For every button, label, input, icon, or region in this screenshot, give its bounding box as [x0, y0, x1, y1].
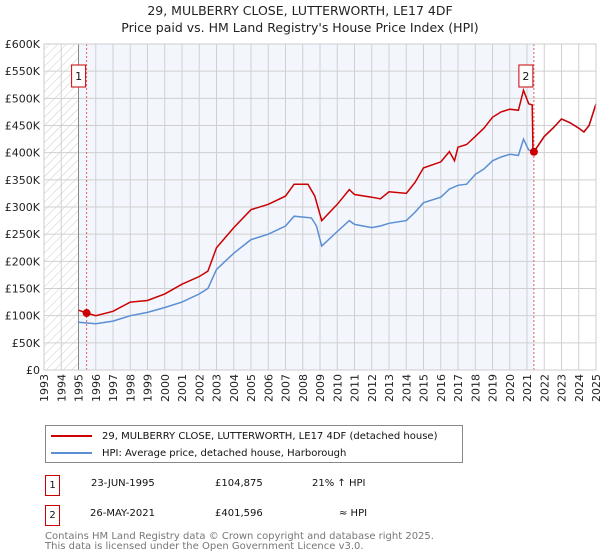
x-tick-label: 2023	[556, 374, 569, 402]
x-tick-label: 2007	[280, 374, 293, 402]
annotation-box	[518, 64, 534, 88]
x-tick-label: 2009	[314, 374, 327, 402]
x-tick-label: 2021	[521, 374, 534, 402]
x-tick-label: 2025	[590, 374, 600, 402]
x-tick-label: 2013	[383, 374, 396, 402]
transaction-price: £104,875	[215, 478, 263, 489]
plot-border	[43, 43, 597, 371]
transaction-row: 1 23-JUN-1995 £104,875 21% ↑ HPI	[45, 475, 465, 496]
x-tick-label: 2012	[366, 374, 379, 402]
x-tick-label: 2010	[331, 374, 344, 402]
x-tick-label: 2018	[469, 374, 482, 402]
x-tick-label: 1994	[55, 374, 68, 402]
x-tick-label: 2006	[262, 374, 275, 402]
chart-title: 29, MULBERRY CLOSE, LUTTERWORTH, LE17 4D…	[147, 3, 453, 18]
transaction-hpi: ≈ HPI	[339, 508, 368, 519]
annotation-label: 2	[522, 70, 529, 83]
chart-subtitle: Price paid vs. HM Land Registry's House …	[121, 20, 479, 35]
x-tick-label: 2002	[193, 374, 206, 402]
footer-line: Contains HM Land Registry data © Crown c…	[45, 531, 434, 542]
x-tick-label: 2020	[504, 374, 517, 402]
x-tick-label: 2011	[349, 374, 362, 402]
footer-line: This data is licensed under the Open Gov…	[45, 541, 364, 552]
transaction-point	[82, 309, 91, 318]
x-tick-label: 2005	[245, 374, 258, 402]
legend-item-property: 29, MULBERRY CLOSE, LUTTERWORTH, LE17 4D…	[51, 428, 437, 444]
transaction-hpi: 21% ↑ HPI	[312, 478, 366, 489]
y-tick-label: £0	[26, 364, 40, 377]
footer: Contains HM Land Registry data © Crown c…	[45, 532, 434, 552]
x-tick-label: 2001	[176, 374, 189, 402]
x-tick-label: 2022	[538, 374, 551, 402]
y-tick-label: £300K	[5, 201, 41, 214]
y-tick-label: £400K	[5, 147, 41, 160]
y-tick-label: £150K	[5, 283, 41, 296]
y-tick-label: £550K	[5, 65, 41, 78]
transaction-date: 23-JUN-1995	[91, 478, 155, 489]
x-tick-label: 2008	[297, 374, 310, 402]
transaction-badge: 2	[45, 505, 60, 526]
y-tick-label: £250K	[5, 228, 41, 241]
legend-swatch-red	[51, 435, 92, 437]
x-tick-label: 2004	[228, 374, 241, 402]
y-tick-label: £450K	[5, 120, 41, 133]
y-tick-label: £600K	[5, 38, 41, 51]
y-tick-label: £50K	[12, 337, 41, 350]
x-tick-label: 2015	[418, 374, 431, 402]
x-tick-label: 2024	[573, 374, 586, 402]
x-tick-label: 1999	[142, 374, 155, 402]
annotation-box	[71, 64, 87, 88]
transaction-badge: 1	[45, 475, 60, 496]
line-chart: 1993 1994 1995 1996 1997 1998 1999 2000 2001 2002…	[5, 38, 600, 402]
y-tick-label: £100K	[5, 310, 41, 323]
transaction-price: £401,596	[215, 508, 263, 519]
x-tick-label: 2016	[435, 374, 448, 402]
x-tick-label: 1996	[90, 374, 103, 402]
x-tick-label: 2000	[159, 374, 172, 402]
legend-item-hpi: HPI: Average price, detached house, Harb…	[51, 445, 346, 461]
transaction-point	[529, 147, 538, 156]
x-tick-label: 1995	[73, 374, 86, 402]
x-tick-label: 2014	[400, 374, 413, 402]
x-tick-label: 2003	[211, 374, 224, 402]
x-tick-label: 1993	[38, 374, 51, 402]
x-tick-label: 2017	[452, 374, 465, 402]
annotation-label: 1	[75, 70, 82, 83]
legend-label: HPI: Average price, detached house, Harb…	[102, 447, 347, 459]
y-tick-label: £350K	[5, 174, 41, 187]
x-tick-label: 1998	[124, 374, 137, 402]
legend-label: 29, MULBERRY CLOSE, LUTTERWORTH, LE17 4D…	[102, 430, 438, 442]
y-tick-label: £200K	[5, 255, 41, 268]
legend-swatch-blue	[51, 452, 92, 454]
x-tick-label: 2019	[487, 374, 500, 402]
legend: 29, MULBERRY CLOSE, LUTTERWORTH, LE17 4D…	[45, 425, 463, 463]
transaction-date: 26-MAY-2021	[90, 508, 156, 519]
x-tick-label: 1997	[107, 374, 120, 402]
transaction-row: 2 26-MAY-2021 £401,596 ≈ HPI	[45, 505, 465, 526]
y-tick-label: £500K	[5, 92, 41, 105]
